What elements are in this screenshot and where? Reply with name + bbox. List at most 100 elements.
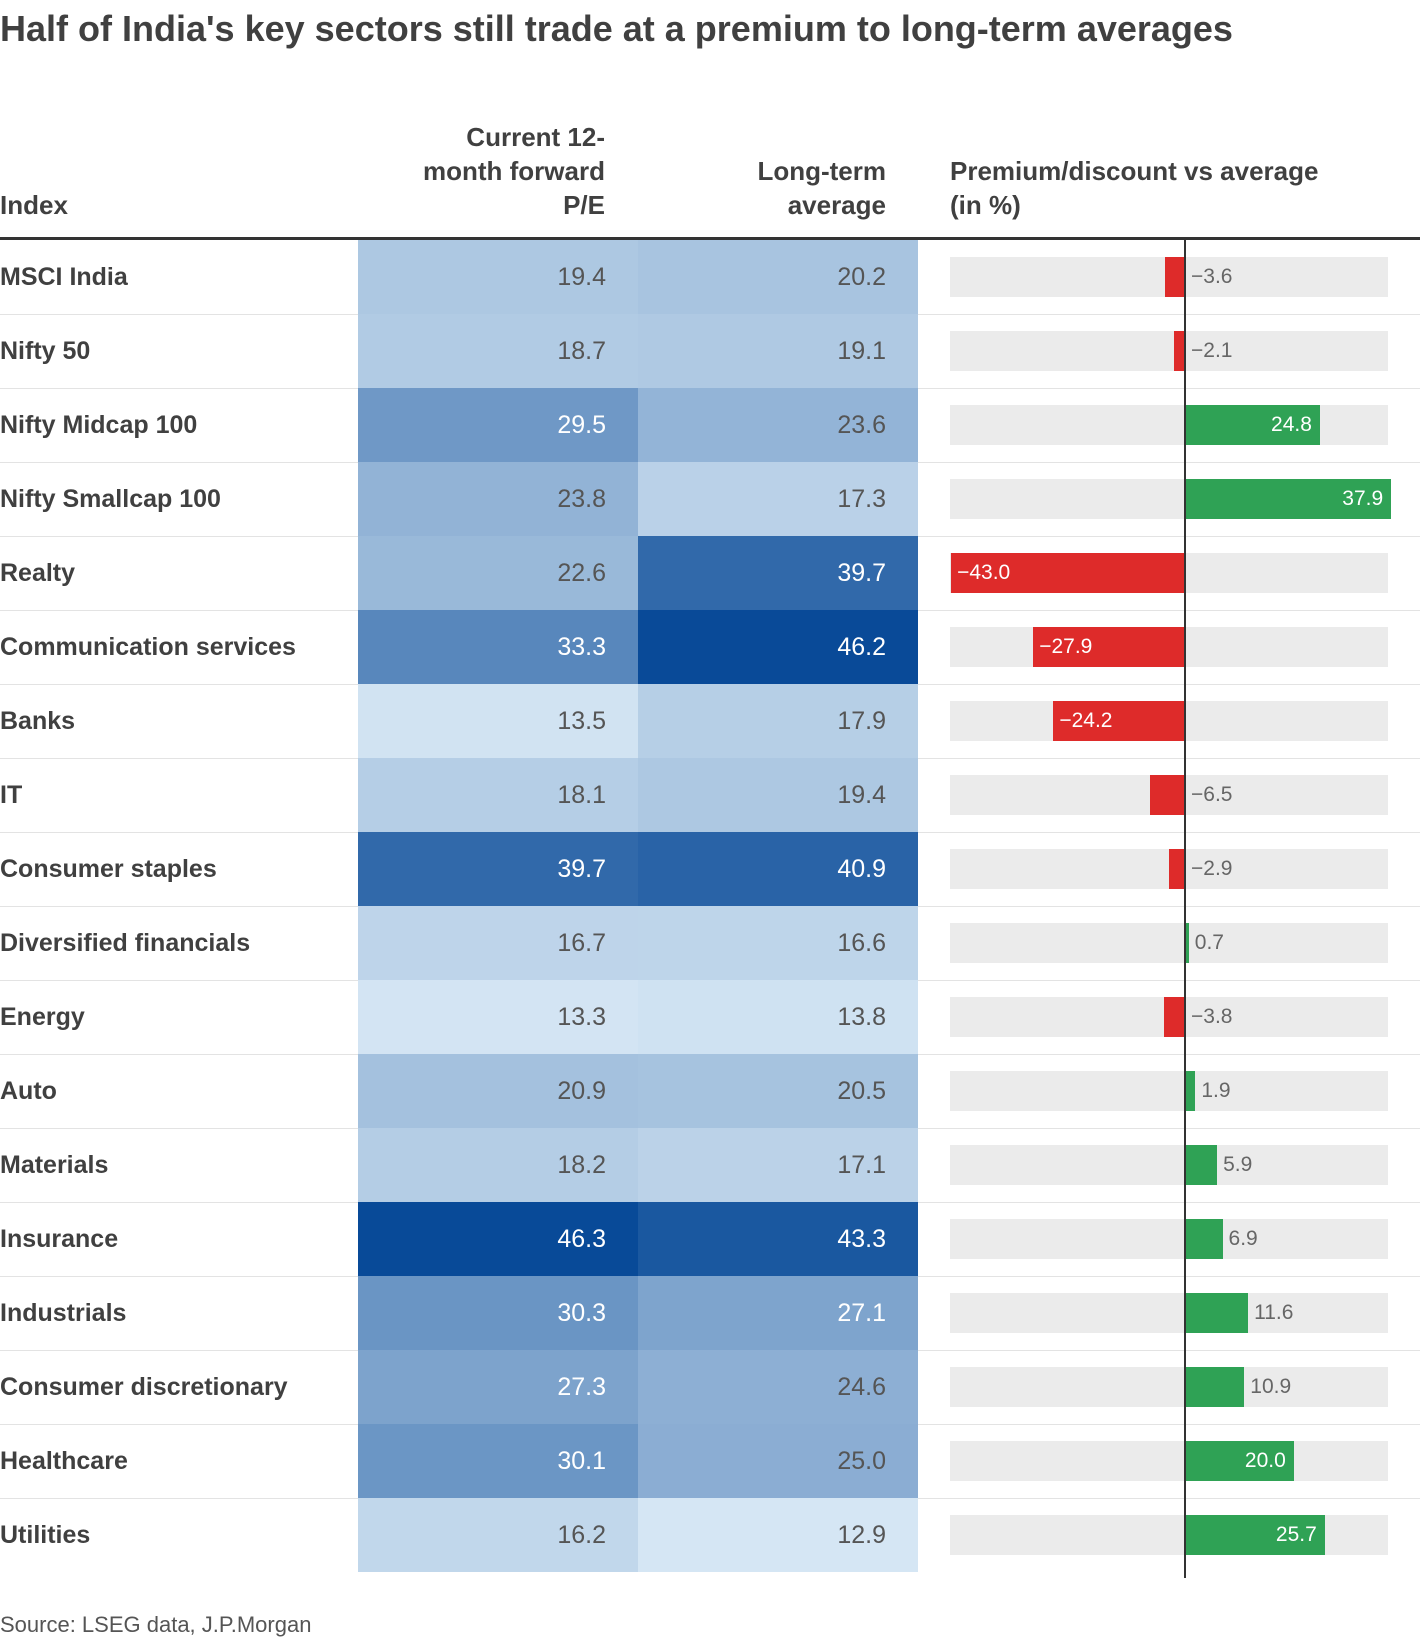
premium-bar xyxy=(1164,997,1185,1037)
premium-bar-track xyxy=(950,1293,1388,1333)
row-index-label: Auto xyxy=(0,1077,57,1105)
table-row: Energy 13.3 13.8 −3.8 xyxy=(0,980,1420,1054)
table-row: Banks 13.5 17.9 −24.2 xyxy=(0,684,1420,758)
long-term-average-cell: 40.9 xyxy=(638,832,918,906)
long-term-average-cell: 19.4 xyxy=(638,758,918,832)
header-current-pe-line-3: P/E xyxy=(563,190,605,220)
table-row: MSCI India 19.4 20.2 −3.6 xyxy=(0,240,1420,314)
long-term-average-cell: 20.5 xyxy=(638,1054,918,1128)
premium-value-label: 5.9 xyxy=(1223,1153,1253,1176)
table-row: Auto 20.9 20.5 1.9 xyxy=(0,1054,1420,1128)
current-pe-cell: 18.1 xyxy=(358,758,638,832)
table-row: Realty 22.6 39.7 −43.0 xyxy=(0,536,1420,610)
premium-bar xyxy=(1185,479,1392,519)
premium-bar xyxy=(1185,1441,1294,1481)
premium-bar xyxy=(1185,1145,1218,1185)
row-index-label: Materials xyxy=(0,1151,109,1179)
current-pe-cell: 18.7 xyxy=(358,314,638,388)
row-index-label: Utilities xyxy=(0,1521,91,1549)
header-index: Index xyxy=(0,190,68,220)
table-row: Nifty Midcap 100 29.5 23.6 24.8 xyxy=(0,388,1420,462)
table-row: Consumer staples 39.7 40.9 −2.9 xyxy=(0,832,1420,906)
current-pe-cell: 23.8 xyxy=(358,462,638,536)
row-index-label: Insurance xyxy=(0,1225,119,1253)
row-index-label: MSCI India xyxy=(0,263,128,291)
current-pe-cell: 16.7 xyxy=(358,906,638,980)
table-row: Materials 18.2 17.1 5.9 xyxy=(0,1128,1420,1202)
premium-value-label: 25.7 xyxy=(1275,1523,1317,1546)
premium-bar-track xyxy=(950,849,1388,889)
premium-bar xyxy=(1185,1071,1196,1111)
header-premium-line-2: (in %) xyxy=(950,190,1021,220)
header-current-pe: Current 12- month forward P/E xyxy=(342,120,605,222)
zero-axis-line xyxy=(1184,240,1186,1578)
premium-bar-track xyxy=(950,1219,1388,1259)
premium-bar xyxy=(1185,1367,1245,1407)
current-pe-cell: 18.2 xyxy=(358,1128,638,1202)
current-pe-cell: 33.3 xyxy=(358,610,638,684)
header-current-pe-line-1: Current 12- xyxy=(466,122,605,152)
premium-value-label: 10.9 xyxy=(1250,1375,1292,1398)
long-term-average-cell: 23.6 xyxy=(638,388,918,462)
current-pe-cell: 22.6 xyxy=(358,536,638,610)
premium-value-label: 11.6 xyxy=(1254,1301,1294,1324)
row-index-label: Realty xyxy=(0,559,76,587)
header-rule xyxy=(0,237,1420,240)
long-term-average-cell: 12.9 xyxy=(638,1498,918,1572)
premium-value-label: 24.8 xyxy=(1271,413,1312,436)
table-row: Insurance 46.3 43.3 6.9 xyxy=(0,1202,1420,1276)
table-row: Nifty Smallcap 100 23.8 17.3 37.9 xyxy=(0,462,1420,536)
premium-bar-track xyxy=(950,1145,1388,1185)
premium-value-label: −24.2 xyxy=(1059,709,1113,732)
row-index-label: Communication services xyxy=(0,633,296,661)
premium-bar xyxy=(1169,849,1185,889)
current-pe-cell: 29.5 xyxy=(358,388,638,462)
long-term-average-cell: 25.0 xyxy=(638,1424,918,1498)
premium-value-label: 20.0 xyxy=(1244,1449,1286,1472)
long-term-average-cell: 19.1 xyxy=(638,314,918,388)
premium-bar-track xyxy=(950,405,1388,445)
premium-value-label: −3.6 xyxy=(1191,265,1233,288)
premium-bar-track xyxy=(950,331,1388,371)
header-current-pe-line-2: month forward xyxy=(423,156,605,186)
current-pe-cell: 13.5 xyxy=(358,684,638,758)
premium-value-label: 37.9 xyxy=(1342,487,1384,510)
chart-title: Half of India's key sectors still trade … xyxy=(0,8,1233,49)
table-row: Healthcare 30.1 25.0 20.0 xyxy=(0,1424,1420,1498)
premium-bar xyxy=(1149,775,1185,815)
current-pe-cell: 19.4 xyxy=(358,240,638,314)
long-term-average-cell: 46.2 xyxy=(638,610,918,684)
current-pe-cell: 39.7 xyxy=(358,832,638,906)
row-index-label: Banks xyxy=(0,707,76,735)
current-pe-cell: 16.2 xyxy=(358,1498,638,1572)
long-term-average-cell: 17.9 xyxy=(638,684,918,758)
premium-value-label: −3.8 xyxy=(1191,1005,1233,1028)
table-row: Nifty 50 18.7 19.1 −2.1 xyxy=(0,314,1420,388)
current-pe-cell: 30.3 xyxy=(358,1276,638,1350)
premium-bar xyxy=(1033,627,1185,667)
premium-value-label: −6.5 xyxy=(1191,783,1233,806)
current-pe-cell: 27.3 xyxy=(358,1350,638,1424)
premium-bar xyxy=(1173,331,1185,371)
current-pe-cell: 13.3 xyxy=(358,980,638,1054)
premium-bar-track xyxy=(950,923,1388,963)
table-row: Communication services 33.3 46.2 −27.9 xyxy=(0,610,1420,684)
header-premium-line-1: Premium/discount vs average xyxy=(950,156,1319,186)
source-note: Source: LSEG data, J.P.Morgan xyxy=(0,1612,312,1637)
row-index-label: Industrials xyxy=(0,1299,127,1327)
premium-bar xyxy=(1053,701,1185,741)
row-index-label: Healthcare xyxy=(0,1447,128,1475)
premium-value-label: −27.9 xyxy=(1039,635,1093,658)
table-row: Utilities 16.2 12.9 25.7 xyxy=(0,1498,1420,1572)
long-term-average-cell: 39.7 xyxy=(638,536,918,610)
long-term-average-cell: 27.1 xyxy=(638,1276,918,1350)
current-pe-cell: 46.3 xyxy=(358,1202,638,1276)
table-row: Consumer discretionary 27.3 24.6 10.9 xyxy=(0,1350,1420,1424)
premium-bar-track xyxy=(950,1071,1388,1111)
long-term-average-cell: 16.6 xyxy=(638,906,918,980)
premium-bar xyxy=(1185,405,1320,445)
current-pe-cell: 20.9 xyxy=(358,1054,638,1128)
header-long-term-average: Long-term average xyxy=(610,154,886,222)
long-term-average-cell: 24.6 xyxy=(638,1350,918,1424)
premium-value-label: 0.7 xyxy=(1194,931,1224,954)
